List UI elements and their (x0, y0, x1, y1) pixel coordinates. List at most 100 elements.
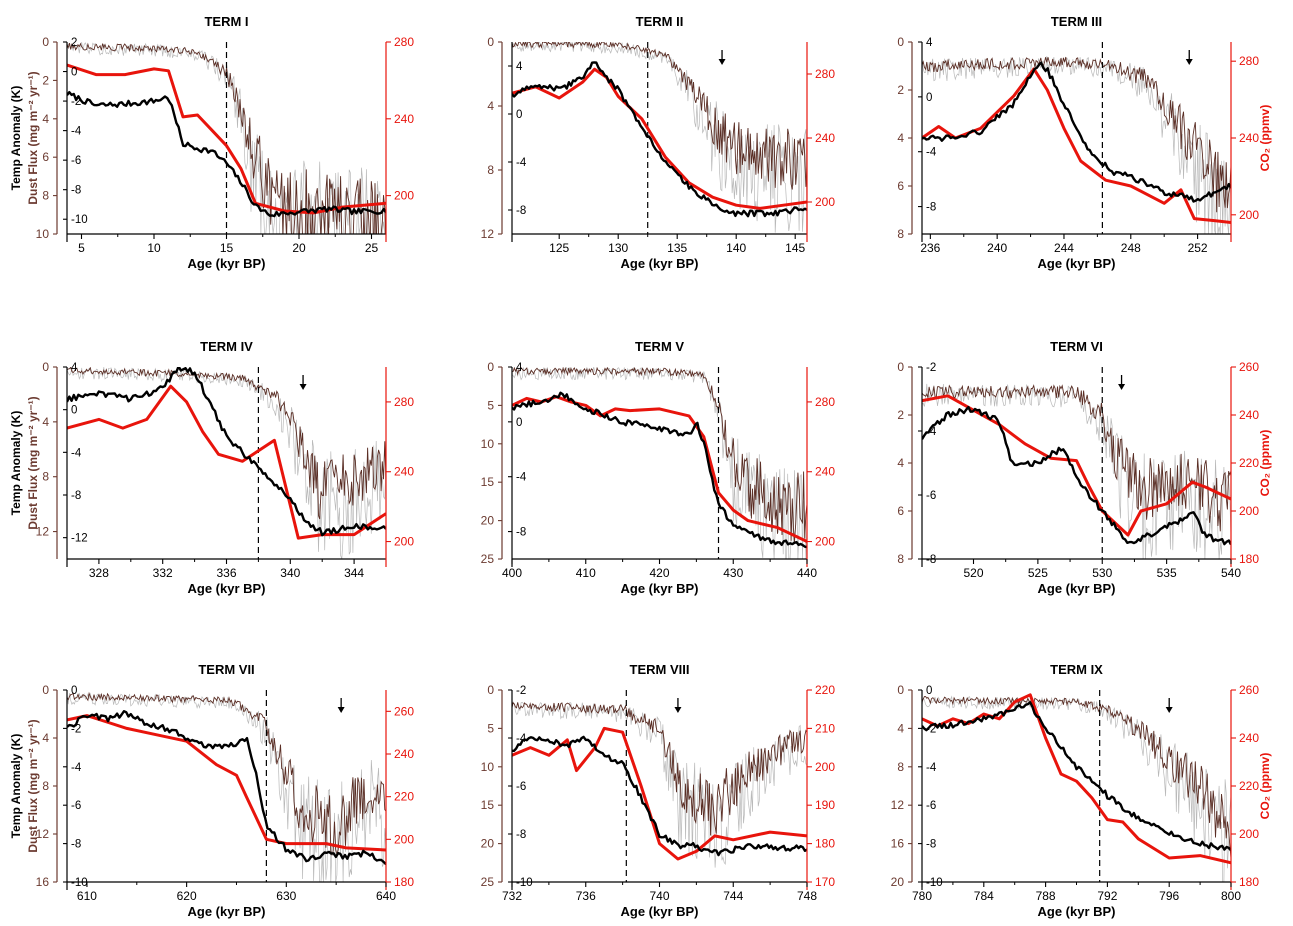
co2-tick-label: 180 (1239, 875, 1259, 889)
x-axis-label: Age (kyr BP) (1037, 581, 1115, 596)
co2-tick-label: 220 (1239, 456, 1259, 470)
co2-tick-label: 240 (394, 112, 414, 126)
co2-line (512, 726, 807, 861)
panel-title: TERM I (204, 14, 248, 29)
x-tick-label: 130 (608, 241, 628, 255)
x-tick-label: 788 (1036, 889, 1056, 903)
x-tick-label: 744 (723, 889, 743, 903)
dust-flux-envelope (512, 701, 807, 868)
dust-flux-line (922, 696, 1231, 858)
co2-line (512, 67, 807, 210)
temp-tick-label: -4 (926, 762, 937, 774)
arrow-marker-head (299, 384, 307, 390)
dust-tick-label: 0 (42, 683, 49, 697)
panel-title: TERM II (636, 14, 684, 29)
dust-tick-label: 20 (891, 875, 905, 889)
panel-title: TERM IX (1050, 662, 1103, 677)
temp-tick-label: -8 (926, 554, 936, 566)
plot-area (922, 690, 1231, 882)
x-tick-label: 610 (77, 889, 97, 903)
dust-flux-line (512, 367, 807, 542)
x-axis-label: Age (kyr BP) (620, 256, 698, 271)
co2-tick-label: 280 (394, 395, 414, 409)
panel-term-8: TERM VIII 732 736 740 744 748 -2 -4 -6 -8 -10 0 5 10 1… (481, 662, 836, 919)
dust-tick-label: 25 (481, 552, 495, 566)
x-axis-label: Age (kyr BP) (187, 256, 265, 271)
co2-axis-label: CO₂ (ppmv) (1258, 753, 1272, 820)
plot-area (922, 42, 1231, 234)
temp-tick-label: 0 (71, 405, 77, 417)
x-tick-label: 244 (1054, 241, 1074, 255)
x-tick-label: 25 (365, 241, 379, 255)
panel-term-2: TERM II 125 130 135 140 145 4 0 -4 -8 0 4 8 12 200 240 2… (481, 14, 836, 271)
temp-axis-label: Temp Anomaly (K) (9, 411, 23, 516)
co2-line (67, 714, 386, 852)
dust-tick-label: 12 (891, 798, 905, 812)
dust-tick-label: 5 (487, 398, 494, 412)
dust-tick-label: 20 (481, 514, 495, 528)
x-tick-label: 732 (502, 889, 522, 903)
x-tick-label: 792 (1097, 889, 1117, 903)
dust-tick-label: 4 (897, 456, 904, 470)
dust-tick-label: 0 (487, 360, 494, 374)
panel-term-1: TERM I5 10 15 20 2520-2-4-6-8-10024681020024… (9, 14, 414, 271)
co2-tick-label: 280 (394, 35, 414, 49)
x-tick-label: 240 (987, 241, 1007, 255)
x-tick-label: 5 (78, 241, 85, 255)
co2-tick-label: 200 (815, 195, 835, 209)
x-tick-label: 125 (549, 241, 569, 255)
panel-term-9: TERM IX 780 784 788 792 796 800 0 -2 -4 -6 -8 -10 0 4 8… (891, 662, 1272, 919)
x-axis-label: Age (kyr BP) (1037, 256, 1115, 271)
dust-tick-label: 10 (36, 227, 50, 241)
temp-tick-label: -2 (71, 96, 81, 108)
arrow-marker-head (1118, 384, 1126, 390)
temp-tick-label: -4 (516, 157, 527, 169)
temp-tick-label: -4 (516, 733, 527, 745)
x-tick-label: 20 (292, 241, 306, 255)
panel-title: TERM V (635, 339, 684, 354)
x-tick-label: 784 (974, 889, 994, 903)
plot-area (67, 690, 386, 882)
co2-tick-label: 220 (815, 683, 835, 697)
dust-tick-label: 12 (481, 227, 495, 241)
co2-axis-label: CO₂ (ppmv) (1258, 430, 1272, 497)
dust-tick-label: 25 (481, 875, 495, 889)
dust-tick-label: 0 (42, 360, 49, 374)
x-tick-label: 740 (649, 889, 669, 903)
dust-flux-envelope (512, 367, 807, 559)
dust-flux-line (512, 702, 807, 836)
x-tick-label: 340 (280, 566, 300, 580)
plot-area (67, 42, 386, 234)
co2-tick-label: 240 (394, 747, 414, 761)
co2-axis-label: CO₂ (ppmv) (1258, 105, 1272, 172)
co2-tick-label: 180 (1239, 552, 1259, 566)
temp-tick-label: 0 (926, 92, 932, 104)
temp-tick-label: -6 (926, 490, 936, 502)
dust-tick-label: 0 (897, 683, 904, 697)
dust-tick-label: 20 (481, 837, 495, 851)
co2-line (67, 63, 386, 215)
co2-line (922, 394, 1231, 537)
dust-tick-label: 0 (897, 360, 904, 374)
dust-tick-label: 6 (42, 150, 49, 164)
temp-tick-label: -2 (926, 723, 936, 735)
dust-tick-label: 0 (487, 683, 494, 697)
temp-tick-label: 4 (516, 61, 523, 73)
co2-line (512, 395, 807, 543)
temp-tick-label: -6 (516, 781, 526, 793)
x-axis-label: Age (kyr BP) (620, 581, 698, 596)
dust-tick-label: 0 (487, 35, 494, 49)
temp-anomaly-line (67, 91, 386, 218)
panel-title: TERM VI (1050, 339, 1103, 354)
temp-anomaly-line (922, 61, 1231, 203)
dust-tick-label: 8 (42, 189, 49, 203)
co2-tick-label: 260 (394, 704, 414, 718)
x-tick-label: 336 (216, 566, 236, 580)
x-tick-label: 440 (797, 566, 817, 580)
co2-tick-label: 200 (815, 760, 835, 774)
temp-anomaly-line (922, 405, 1231, 546)
co2-tick-label: 200 (394, 832, 414, 846)
co2-tick-label: 210 (815, 721, 835, 735)
dust-tick-label: 16 (36, 875, 50, 889)
temp-tick-label: -10 (516, 877, 533, 889)
